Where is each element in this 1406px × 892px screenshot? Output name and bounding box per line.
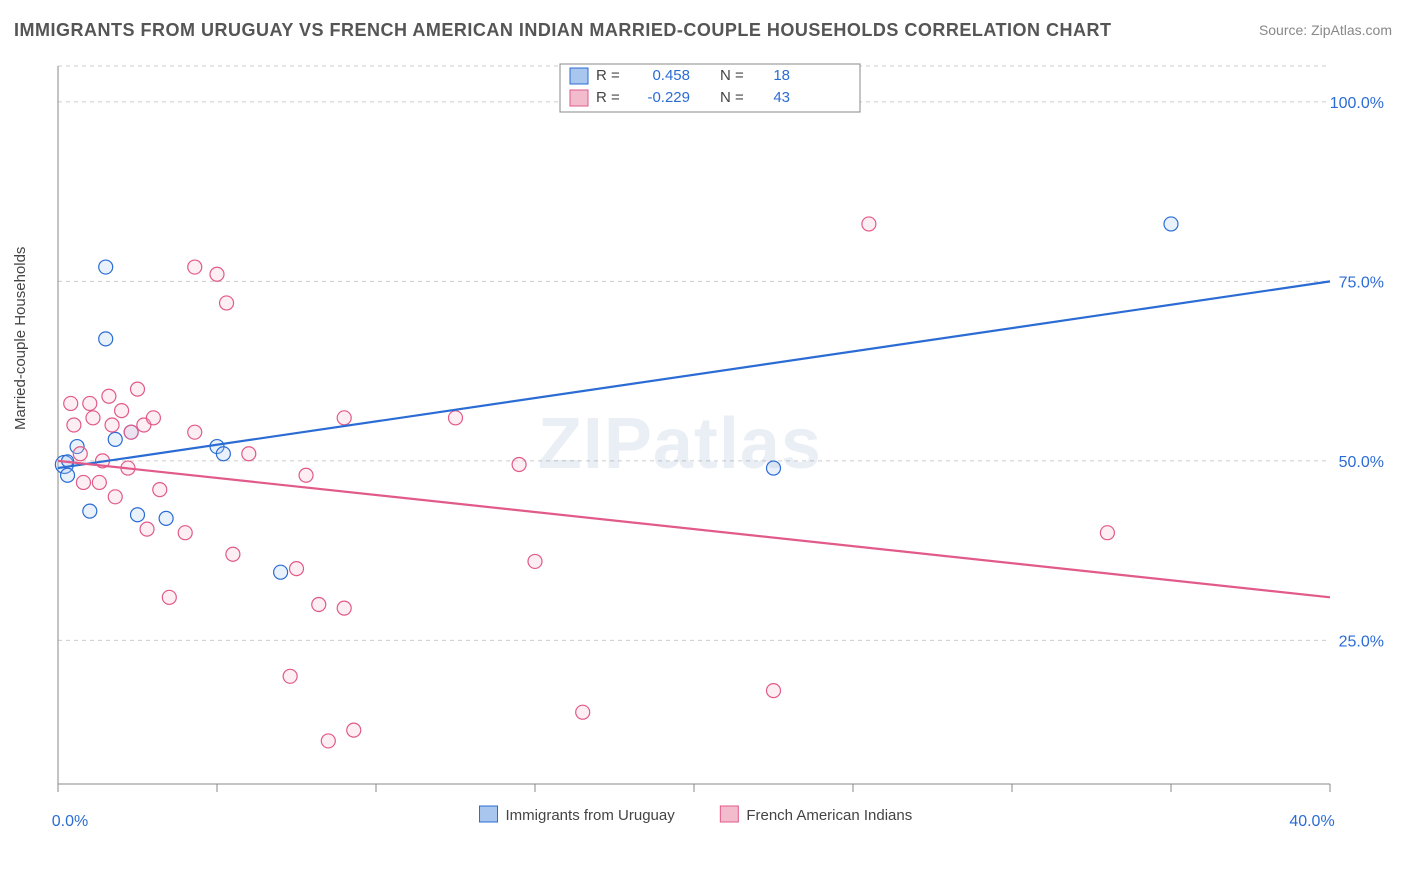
data-point <box>283 669 297 683</box>
legend-r-value: 0.458 <box>652 67 690 84</box>
data-point <box>131 382 145 396</box>
legend-swatch <box>570 68 588 84</box>
data-point <box>188 425 202 439</box>
legend-series-label: Immigrants from Uruguay <box>506 807 676 824</box>
data-point <box>115 404 129 418</box>
x-tick-label: 0.0% <box>52 813 88 830</box>
y-tick-label: 25.0% <box>1339 633 1384 650</box>
data-point <box>99 260 113 274</box>
data-point <box>216 447 230 461</box>
legend-swatch <box>570 90 588 106</box>
x-tick-label: 40.0% <box>1289 813 1334 830</box>
data-point <box>299 468 313 482</box>
y-tick-label: 75.0% <box>1339 274 1384 291</box>
data-point <box>767 461 781 475</box>
data-point <box>1164 217 1178 231</box>
data-point <box>312 598 326 612</box>
data-point <box>242 447 256 461</box>
legend-r-label: R = <box>596 67 620 84</box>
source-attribution: Source: ZipAtlas.com <box>1259 22 1392 38</box>
data-point <box>226 547 240 561</box>
data-point <box>64 396 78 410</box>
data-point <box>767 684 781 698</box>
legend-swatch <box>720 806 738 822</box>
data-point <box>1100 526 1114 540</box>
legend-n-value: 18 <box>773 67 790 84</box>
data-point <box>76 475 90 489</box>
data-point <box>131 508 145 522</box>
data-point <box>220 296 234 310</box>
y-tick-label: 50.0% <box>1339 454 1384 471</box>
data-point <box>124 425 138 439</box>
data-point <box>61 468 75 482</box>
data-point <box>162 590 176 604</box>
correlation-chart: 0.0%40.0%25.0%50.0%75.0%100.0%ZIPatlasR … <box>52 60 1388 830</box>
data-point <box>178 526 192 540</box>
data-point <box>73 447 87 461</box>
data-point <box>108 432 122 446</box>
data-point <box>449 411 463 425</box>
legend-series-label: French American Indians <box>746 807 912 824</box>
legend-n-label: N = <box>720 67 744 84</box>
data-point <box>321 734 335 748</box>
data-point <box>92 475 106 489</box>
legend-n-value: 43 <box>773 89 790 106</box>
data-point <box>140 522 154 536</box>
data-point <box>337 601 351 615</box>
data-point <box>512 457 526 471</box>
data-point <box>337 411 351 425</box>
data-point <box>159 511 173 525</box>
data-point <box>86 411 100 425</box>
data-point <box>528 554 542 568</box>
legend-r-value: -0.229 <box>647 89 690 106</box>
data-point <box>210 267 224 281</box>
legend-r-label: R = <box>596 89 620 106</box>
data-point <box>67 418 81 432</box>
chart-title: IMMIGRANTS FROM URUGUAY VS FRENCH AMERIC… <box>14 20 1112 40</box>
legend-swatch <box>480 806 498 822</box>
data-point <box>83 396 97 410</box>
data-point <box>274 565 288 579</box>
data-point <box>105 418 119 432</box>
data-point <box>862 217 876 231</box>
data-point <box>108 490 122 504</box>
data-point <box>102 389 116 403</box>
data-point <box>576 705 590 719</box>
data-point <box>99 332 113 346</box>
data-point <box>83 504 97 518</box>
y-tick-label: 100.0% <box>1330 95 1384 112</box>
data-point <box>188 260 202 274</box>
legend-n-label: N = <box>720 89 744 106</box>
y-axis-label: Married-couple Households <box>12 247 29 430</box>
data-point <box>146 411 160 425</box>
data-point <box>153 483 167 497</box>
data-point <box>347 723 361 737</box>
data-point <box>290 562 304 576</box>
